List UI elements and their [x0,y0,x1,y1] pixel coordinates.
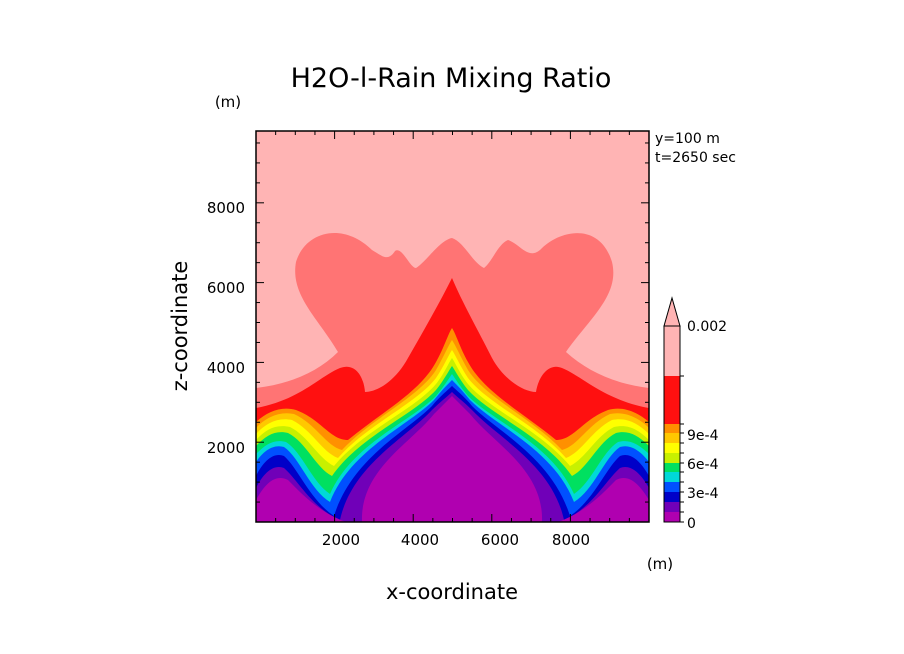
annotation-time: t=2650 sec [655,150,736,166]
colorbar-tick-label: 6e-4 [687,457,719,473]
colorbar-segment [664,443,680,453]
colorbar-segment [664,472,680,482]
annotation-y-position: y=100 m [655,131,720,147]
colorbar-segment [664,492,680,502]
contour-level-0 [256,396,649,522]
x-unit-label: (m) [647,555,673,573]
x-tick-label: 8000 [552,531,590,549]
colorbar-tick-label: 9e-4 [687,428,719,444]
x-tick-label: 6000 [481,531,519,549]
colorbar-tick-label: 3e-4 [687,486,719,502]
axis-ticks [256,131,649,522]
colorbar-tick-label: 0.002 [687,319,727,335]
colorbar-segment [664,512,680,522]
x-axis-label: x-coordinate [386,580,518,604]
y-tick-label: 6000 [207,279,245,297]
contour-fields [256,131,649,522]
colorbar-tick-label: 0 [687,516,696,532]
y-tick-label: 8000 [207,199,245,217]
y-tick-label: 2000 [207,439,245,457]
x-tick-label: 2000 [322,531,360,549]
colorbar-segment [664,326,680,376]
colorbar-segment [664,433,680,443]
colorbar-segment [664,453,680,463]
x-tick-label: 4000 [401,531,439,549]
y-axis-label: z-coordinate [168,261,192,392]
colorbar-extend-arrow [663,296,681,327]
colorbar-segment [664,376,680,424]
colorbar [663,296,684,523]
y-unit-label: (m) [215,93,241,111]
colorbar-segment [664,424,680,433]
colorbar-segment [664,463,680,472]
chart-title: H2O-l-Rain Mixing Ratio [291,63,612,94]
y-tick-label: 4000 [207,359,245,377]
colorbar-segment [664,482,680,492]
colorbar-segment [664,502,680,512]
